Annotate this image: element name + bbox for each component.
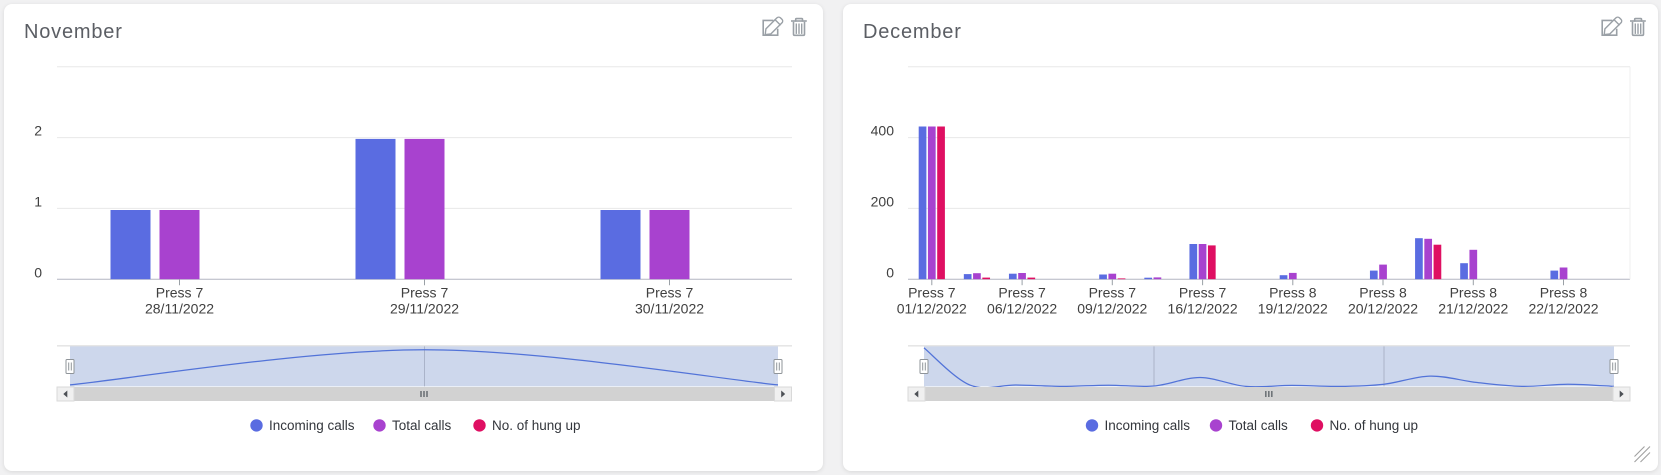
svg-text:29/11/2022: 29/11/2022 [390,301,459,317]
svg-text:Incoming calls: Incoming calls [269,418,355,433]
svg-text:21/12/2022: 21/12/2022 [1438,301,1508,317]
svg-text:No. of hung up: No. of hung up [1330,418,1419,433]
svg-text:200: 200 [871,194,895,210]
svg-text:Incoming calls: Incoming calls [1105,418,1191,433]
svg-text:2: 2 [34,123,42,139]
svg-text:Total calls: Total calls [1229,418,1289,433]
svg-text:Press 7: Press 7 [998,285,1046,301]
svg-text:01/12/2022: 01/12/2022 [897,301,967,317]
svg-text:Total calls: Total calls [392,418,452,433]
svg-text:No. of hung up: No. of hung up [492,418,581,433]
svg-text:Press 8: Press 8 [1450,285,1498,301]
svg-text:0: 0 [34,264,42,280]
svg-text:16/12/2022: 16/12/2022 [1168,301,1238,317]
svg-text:Press 7: Press 7 [646,285,694,301]
svg-text:Press 7: Press 7 [1089,285,1137,301]
svg-text:28/11/2022: 28/11/2022 [145,301,214,317]
svg-text:22/12/2022: 22/12/2022 [1528,301,1598,317]
svg-text:1: 1 [34,194,42,210]
svg-text:06/12/2022: 06/12/2022 [987,301,1057,317]
svg-text:30/11/2022: 30/11/2022 [635,301,704,317]
svg-text:0: 0 [886,264,894,280]
svg-text:400: 400 [871,123,895,139]
svg-text:Press 7: Press 7 [156,285,204,301]
svg-text:20/12/2022: 20/12/2022 [1348,301,1418,317]
svg-text:Press 8: Press 8 [1540,285,1588,301]
svg-text:19/12/2022: 19/12/2022 [1258,301,1328,317]
svg-text:Press 7: Press 7 [1179,285,1227,301]
svg-text:Press 7: Press 7 [401,285,449,301]
svg-text:Press 7: Press 7 [908,285,956,301]
svg-text:09/12/2022: 09/12/2022 [1077,301,1147,317]
svg-text:Press 8: Press 8 [1359,285,1407,301]
svg-text:Press 8: Press 8 [1269,285,1317,301]
